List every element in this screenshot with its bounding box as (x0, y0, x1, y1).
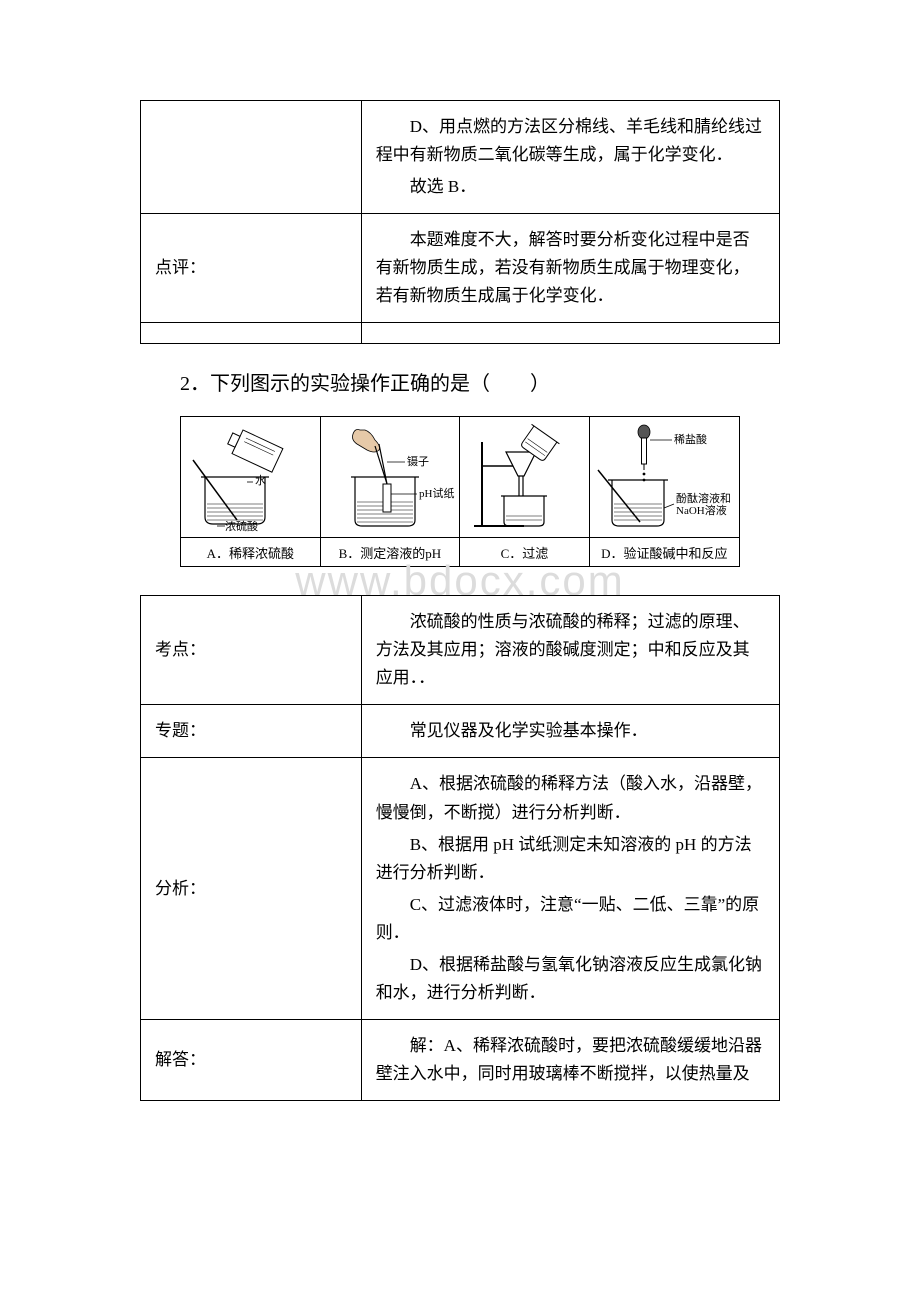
t1-r1-left: 点评： (141, 214, 362, 323)
t1-r0-right: D、用点燃的方法区分棉线、羊毛线和腈纶线过程中有新物质二氧化碳等生成，属于化学变… (361, 101, 779, 214)
t3-r1-right: 常见仪器及化学实验基本操作． (361, 705, 779, 758)
t1-r1-right: 本题难度不大，解答时要分析变化过程中是否有新物质生成，若没有新物质生成属于物理变… (361, 214, 779, 323)
t3-r2-p3: C、过滤液体时，注意“一贴、二低、三靠”的原则． (376, 891, 765, 947)
label-tweezers: 镊子 (407, 455, 429, 468)
t3-r0-p: 浓硫酸的性质与浓硫酸的稀释；过滤的原理、方法及其应用；溶液的酸碱度测定；中和反应… (376, 608, 765, 692)
option-b-figure: 镊子 pH试纸 (320, 417, 460, 538)
t1-r0-p1: D、用点燃的方法区分棉线、羊毛线和腈纶线过程中有新物质二氧化碳等生成，属于化学变… (376, 113, 765, 169)
label-water: 水 (255, 474, 266, 487)
t3-r1-left: 专题： (141, 705, 362, 758)
t3-r1-p: 常见仪器及化学实验基本操作． (376, 717, 765, 745)
ph-test-svg: 镊子 pH试纸 (325, 422, 455, 532)
label-acid: 浓硫酸 (225, 519, 258, 532)
t3-r2-p1: A、根据浓硫酸的稀释方法（酸入水，沿器壁，慢慢倒，不断搅）进行分析判断． (376, 770, 765, 826)
t3-r0-right: 浓硫酸的性质与浓硫酸的稀释；过滤的原理、方法及其应用；溶液的酸碱度测定；中和反应… (361, 596, 779, 705)
option-d-figure: 稀盐酸 酚酞溶液和 NaOH溶液 (589, 417, 739, 538)
label-ph-paper: pH试纸 (419, 487, 454, 500)
option-a-figure: 水 浓硫酸 (181, 417, 321, 538)
t3-r2-p4: D、根据稀盐酸与氢氧化钠溶液反应生成氯化钠和水，进行分析判断． (376, 951, 765, 1007)
option-a-label: A．稀释浓硫酸 (181, 538, 321, 567)
t3-r2-left: 分析： (141, 758, 362, 1019)
t1-empty-right (361, 323, 779, 344)
option-c-label: C．过滤 (460, 538, 590, 567)
t3-r2-p2: B、根据用 pH 试纸测定未知溶液的 pH 的方法进行分析判断． (376, 831, 765, 887)
t1-r0-left (141, 101, 362, 214)
t3-r3-left: 解答： (141, 1019, 362, 1100)
filter-svg (464, 422, 584, 532)
t3-r3-right: 解：A、稀释浓硫酸时，要把浓硫酸缓缓地沿器壁注入水中，同时用玻璃棒不断搅拌，以使… (361, 1019, 779, 1100)
t1-r0-p2: 故选 B． (376, 173, 765, 201)
neutralization-svg: 稀盐酸 酚酞溶液和 NaOH溶液 (592, 422, 737, 532)
options-table: 水 浓硫酸 (180, 416, 740, 567)
answer-table-2: 考点： 浓硫酸的性质与浓硫酸的稀释；过滤的原理、方法及其应用；溶液的酸碱度测定；… (140, 595, 780, 1101)
acid-dilution-svg: 水 浓硫酸 (185, 422, 315, 532)
label-naoh2: NaOH溶液 (676, 503, 727, 517)
option-b-label: B．测定溶液的pH (320, 538, 460, 567)
option-d-label: D．验证酸碱中和反应 (589, 538, 739, 567)
option-c-figure (460, 417, 590, 538)
t3-r3-p: 解：A、稀释浓硫酸时，要把浓硫酸缓缓地沿器壁注入水中，同时用玻璃棒不断搅拌，以使… (376, 1032, 765, 1088)
t1-empty-left (141, 323, 362, 344)
label-naoh1: 酚酞溶液和 (676, 491, 731, 505)
t3-r2-right: A、根据浓硫酸的稀释方法（酸入水，沿器壁，慢慢倒，不断搅）进行分析判断． B、根… (361, 758, 779, 1019)
answer-table-1: D、用点燃的方法区分棉线、羊毛线和腈纶线过程中有新物质二氧化碳等生成，属于化学变… (140, 100, 780, 344)
t1-r1-p1: 本题难度不大，解答时要分析变化过程中是否有新物质生成，若没有新物质生成属于物理变… (376, 226, 765, 310)
t3-r0-left: 考点： (141, 596, 362, 705)
question-2-text: 2．下列图示的实验操作正确的是（ ） (180, 366, 780, 402)
label-hcl: 稀盐酸 (674, 432, 707, 446)
